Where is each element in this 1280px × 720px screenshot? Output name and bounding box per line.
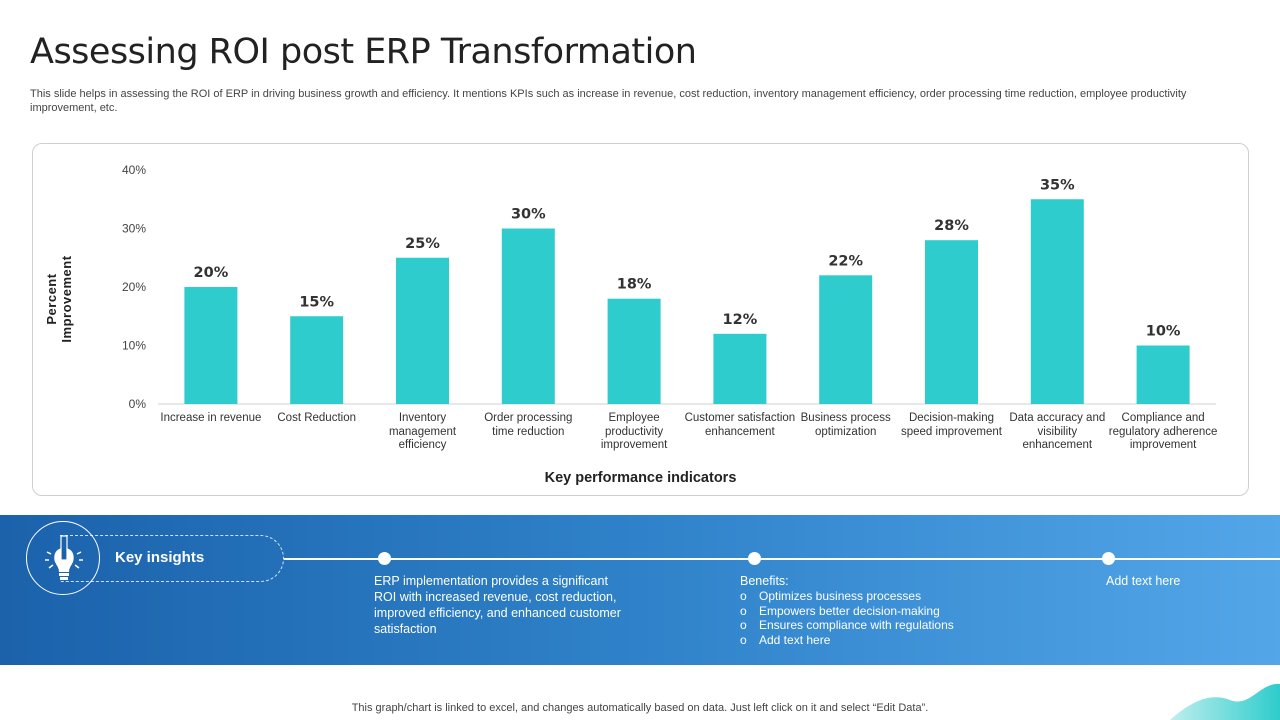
x-tick-label: Inventory management efficiency xyxy=(388,412,457,451)
data-label: 35% xyxy=(1040,177,1075,193)
bar xyxy=(819,275,873,404)
x-tick-label: Increase in revenue xyxy=(160,412,262,424)
data-label: 28% xyxy=(934,218,969,234)
x-tick-label: Employee productivity improvement xyxy=(600,412,668,451)
bar xyxy=(184,287,238,404)
data-label: 10% xyxy=(1146,324,1181,340)
y-tick-label: 0% xyxy=(129,397,147,411)
bar xyxy=(501,228,555,404)
data-label: 30% xyxy=(511,207,546,223)
data-label: 20% xyxy=(194,265,229,281)
benefit-item: o Optimizes business processes xyxy=(740,589,922,603)
benefits-title: Benefits: xyxy=(740,574,789,588)
y-tick-label: 10% xyxy=(122,339,146,353)
benefit-item: o Ensures compliance with regulations xyxy=(740,618,954,632)
page-title: Assessing ROI post ERP Transformation xyxy=(30,32,697,72)
decorative-wave xyxy=(1170,683,1280,720)
y-tick-label: 30% xyxy=(122,222,146,236)
x-tick-label: Customer satisfaction enhancement xyxy=(684,412,796,438)
data-label: 15% xyxy=(299,294,334,310)
x-tick-label: Cost Reduction xyxy=(277,412,356,424)
insight-text-3: Add text here xyxy=(1106,574,1181,588)
key-insights-label: Key insights xyxy=(115,549,205,566)
bar-chart: 0% 10% 20% 30% 40% 20% 15% 25% 30% 18% 12% 22% 28% 35… xyxy=(122,163,1216,411)
bar xyxy=(396,257,449,404)
timeline-dot xyxy=(748,552,761,565)
key-insights-pill xyxy=(60,535,284,582)
timeline-line xyxy=(284,558,1280,560)
chart-card[interactable]: 0% 10% 20% 30% 40% 20% 15% 25% 30% 18% 12% 22% 28% 35… xyxy=(32,143,1249,496)
benefit-item: o Empowers better decision-making xyxy=(740,603,940,618)
data-label: 22% xyxy=(828,253,863,269)
benefits-block: Benefits: o Optimizes business processes … xyxy=(740,573,1000,647)
bar xyxy=(607,298,661,404)
timeline-dot xyxy=(378,552,391,565)
bar xyxy=(290,316,344,404)
footer-note: This graph/chart is linked to excel, and… xyxy=(351,702,929,714)
x-tick-label: Compliance and regulatory adherence impr… xyxy=(1108,412,1218,451)
lightbulb-pencil-icon xyxy=(45,535,83,580)
data-label: 12% xyxy=(723,312,758,328)
y-axis-label: Percent Improvement xyxy=(44,255,74,343)
x-tick-label: Order processing time reduction xyxy=(484,412,573,438)
bar xyxy=(1136,345,1190,404)
data-label: 25% xyxy=(405,236,440,252)
y-tick-label: 40% xyxy=(122,163,146,177)
bar xyxy=(713,333,767,404)
x-axis-label: Key performance indicators xyxy=(544,470,737,486)
bar xyxy=(1030,199,1084,404)
benefit-item: o Add text here xyxy=(740,632,831,647)
insight-icon-circle xyxy=(26,521,100,595)
timeline-dot xyxy=(1102,552,1115,565)
x-tick-label: Business process optimization xyxy=(800,412,891,438)
x-tick-label: Data accuracy and visibility enhancement xyxy=(1009,412,1106,451)
bar xyxy=(925,240,978,404)
insight-text-1: ERP implementation provides a significan… xyxy=(374,574,621,636)
page-subtitle: This slide helps in assessing the ROI of… xyxy=(30,88,1187,114)
y-tick-label: 20% xyxy=(122,280,146,294)
x-tick-label: Decision-making speed improvement xyxy=(901,412,1002,438)
data-label: 18% xyxy=(617,277,652,293)
insights-band xyxy=(0,515,1280,665)
